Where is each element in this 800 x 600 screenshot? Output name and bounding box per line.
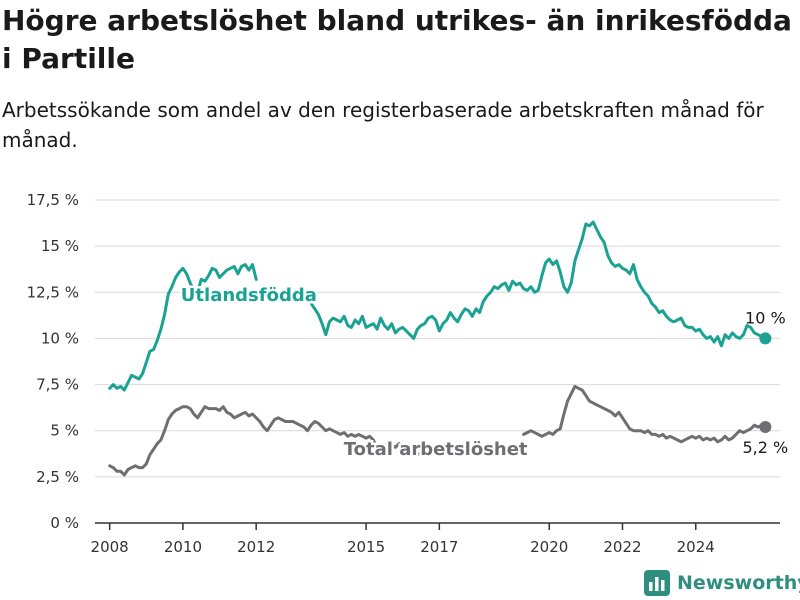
series-line-segment xyxy=(108,263,258,392)
chart-title: Högre arbetslöshet bland utrikes- än inr… xyxy=(2,4,792,75)
series-line-segment xyxy=(309,220,731,348)
chart-subtitle: Arbetssökande som andel av den registerb… xyxy=(2,98,764,152)
last-value-point xyxy=(759,332,772,345)
x-tick-label: 2010 xyxy=(164,538,202,556)
brand-name: Newsworthy xyxy=(677,572,800,594)
x-tick-label: 2024 xyxy=(677,538,715,556)
y-tick-label: 12,5 % xyxy=(27,283,79,301)
series-line-segment xyxy=(727,324,767,340)
series-name-label: Total arbetslöshet xyxy=(344,439,528,460)
x-tick-label: 2015 xyxy=(347,538,385,556)
grid-lines xyxy=(95,199,780,478)
bar-chart-logo-icon xyxy=(644,570,670,596)
y-axis-tick-labels: 0 % 2,5 % 5 % 7,5 % 10 % 12,5 % 15 % 17,5 % xyxy=(27,191,79,532)
y-tick-label: 2,5 % xyxy=(36,468,79,486)
series-name-label: Utlandsfödda xyxy=(181,285,317,306)
x-axis-ticks: 2008 2010 2012 2015 2017 2020 2022 2024 xyxy=(91,523,715,556)
x-tick-label: 2008 xyxy=(91,538,129,556)
y-tick-label: 0 % xyxy=(50,514,79,532)
last-value-point xyxy=(759,421,772,434)
y-tick-label: 10 % xyxy=(41,329,79,347)
series-labels: 10 % 5,2 % Utlandsfödda Total arbetslöshet xyxy=(178,283,788,463)
series-lines xyxy=(108,220,772,477)
x-tick-label: 2022 xyxy=(603,538,641,556)
series-line-segment xyxy=(108,405,441,477)
newsworthy-brand: Newsworthy xyxy=(644,568,800,598)
y-tick-label: 5 % xyxy=(50,422,79,440)
y-tick-label: 15 % xyxy=(41,237,79,255)
last-value-label: 5,2 % xyxy=(742,438,788,457)
y-tick-label: 7,5 % xyxy=(36,376,79,394)
x-tick-label: 2017 xyxy=(420,538,458,556)
x-tick-label: 2020 xyxy=(530,538,568,556)
x-tick-label: 2012 xyxy=(237,538,275,556)
y-tick-label: 17,5 % xyxy=(27,191,79,209)
last-value-label: 10 % xyxy=(745,308,786,327)
series-line-segment xyxy=(522,384,767,444)
